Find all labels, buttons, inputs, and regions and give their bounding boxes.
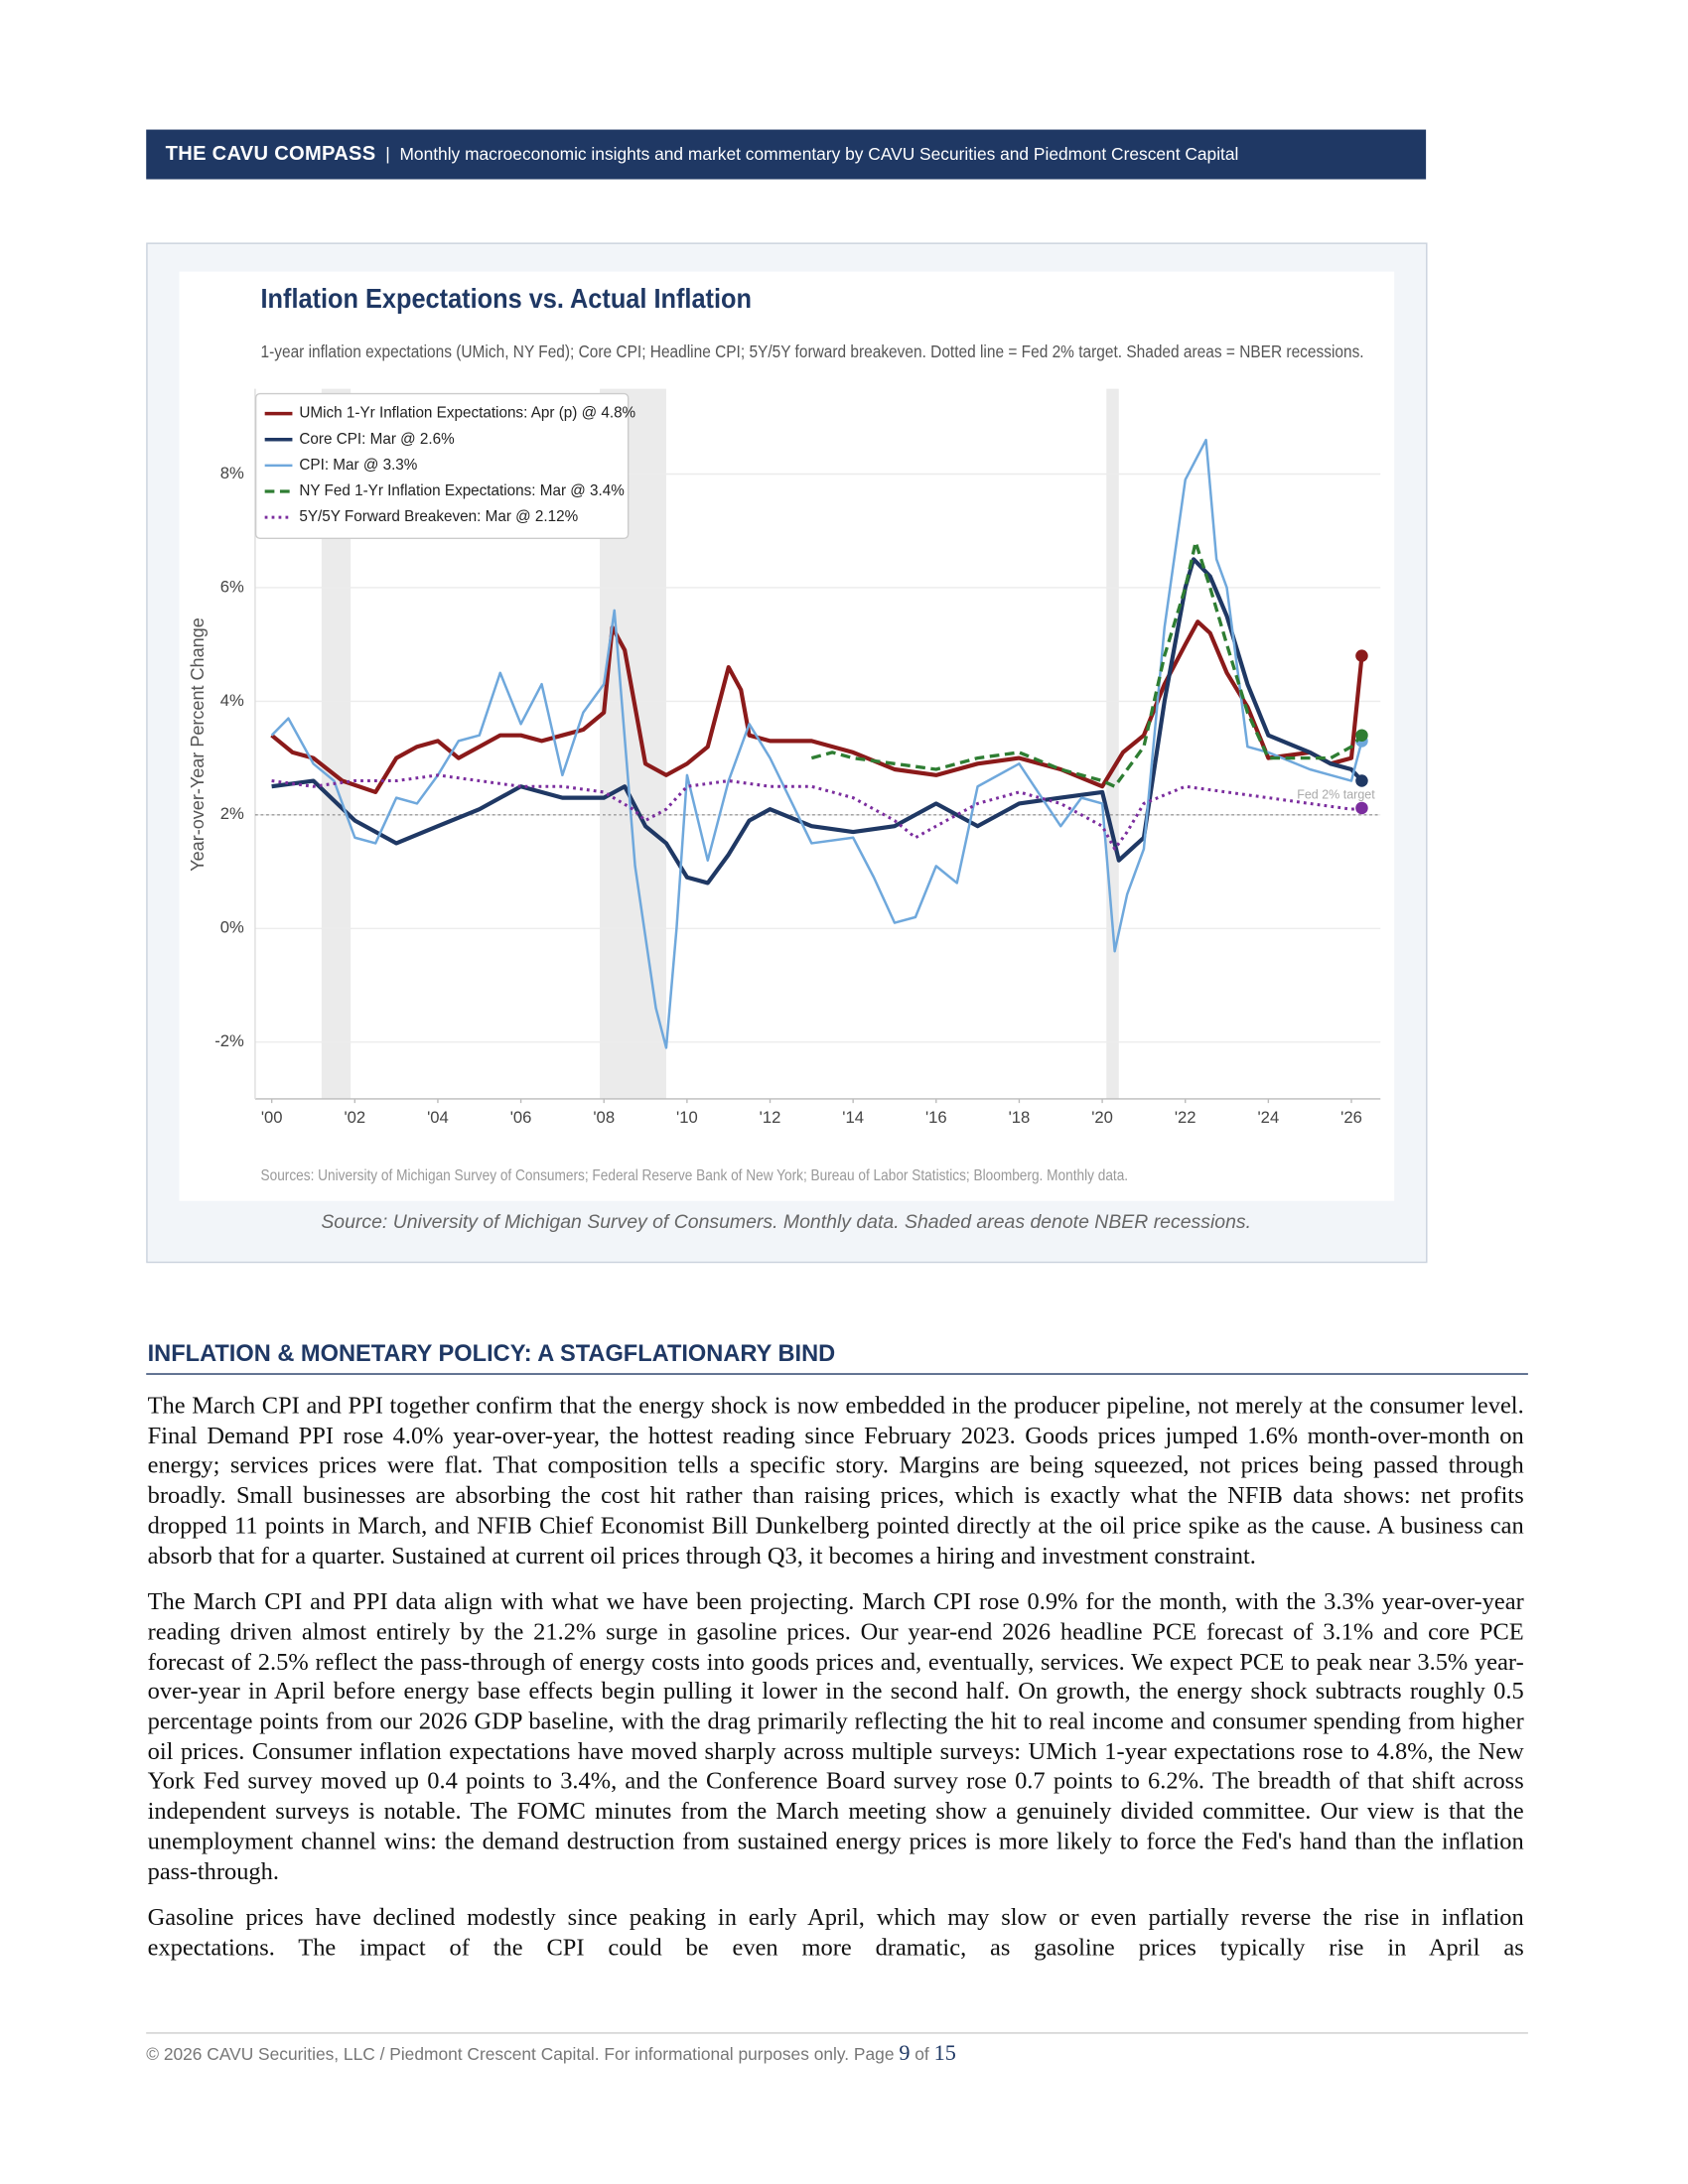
- paragraph: The March CPI and PPI together confirm t…: [147, 1391, 1524, 1569]
- x-tick-label: '00: [261, 1108, 283, 1127]
- y-tick-label: -2%: [214, 1031, 244, 1050]
- header-title: THE CAVU COMPASS: [165, 143, 376, 166]
- series-line: [270, 438, 1363, 1049]
- section-heading: INFLATION & MONETARY POLICY: A STAGFLATI…: [146, 1340, 1528, 1375]
- legend-label: 5Y/5Y Forward Breakeven: Mar @ 2.12%: [299, 508, 578, 525]
- x-tick-label: '14: [842, 1108, 864, 1127]
- series-line: [810, 540, 1363, 788]
- header-separator: |: [385, 144, 390, 165]
- x-tick-label: '04: [427, 1108, 449, 1127]
- x-tick-label: '06: [510, 1108, 532, 1127]
- end-point: [1355, 801, 1368, 815]
- target-label: Fed 2% target: [1297, 788, 1375, 802]
- footer-of: of: [914, 2044, 929, 2065]
- y-tick-label: 6%: [220, 577, 244, 596]
- paragraph: The March CPI and PPI data align with wh…: [147, 1586, 1524, 1884]
- y-tick-label: 4%: [220, 691, 244, 710]
- footer-text: © 2026 CAVU Securities, LLC / Piedmont C…: [146, 2044, 895, 2065]
- x-tick-label: '18: [1009, 1108, 1031, 1127]
- y-tick-label: 8%: [220, 464, 244, 482]
- x-tick-label: '16: [925, 1108, 947, 1127]
- legend: UMich 1-Yr Inflation Expectations: Apr (…: [254, 392, 636, 540]
- section: INFLATION & MONETARY POLICY: A STAGFLATI…: [146, 1340, 1528, 1375]
- x-tick-label: '20: [1091, 1108, 1113, 1127]
- series-line: [271, 773, 1362, 851]
- footer: © 2026 CAVU Securities, LLC / Piedmont C…: [146, 2032, 1528, 2067]
- x-tick-label: '12: [760, 1108, 781, 1127]
- x-tick-label: '10: [676, 1108, 698, 1127]
- legend-label: NY Fed 1-Yr Inflation Expectations: Mar …: [299, 482, 625, 499]
- legend-label: UMich 1-Yr Inflation Expectations: Apr (…: [299, 405, 635, 422]
- chart: Inflation Expectations vs. Actual Inflat…: [146, 242, 1428, 1264]
- y-tick-label: 2%: [220, 804, 244, 823]
- x-tick-label: '02: [344, 1108, 365, 1127]
- chart-sources: Sources: University of Michigan Survey o…: [261, 1167, 1129, 1184]
- page-number: 9: [899, 2041, 911, 2066]
- legend-box: [254, 392, 630, 540]
- section-body: The March CPI and PPI together confirm t…: [148, 1391, 1524, 2014]
- end-point: [1355, 649, 1368, 662]
- end-point: [1355, 774, 1368, 787]
- series-line: [271, 557, 1364, 886]
- x-tick-label: '08: [593, 1108, 615, 1127]
- page-total: 15: [933, 2041, 956, 2066]
- recession-shade: [1106, 388, 1119, 1099]
- header-subtitle: Monthly macroeconomic insights and marke…: [399, 144, 1239, 165]
- y-tick-label: 0%: [220, 918, 244, 937]
- header-bar: THE CAVU COMPASS | Monthly macroeconomic…: [146, 129, 1427, 180]
- x-tick-label: '22: [1175, 1108, 1196, 1127]
- chart-caption: Source: University of Michigan Survey of…: [321, 1211, 1251, 1233]
- chart-title: Inflation Expectations vs. Actual Inflat…: [261, 283, 752, 314]
- paragraph: Gasoline prices have declined modestly s…: [147, 1903, 1524, 1961]
- x-tick-label: '26: [1340, 1108, 1362, 1127]
- legend-label: CPI: Mar @ 3.3%: [299, 457, 417, 474]
- x-tick-label: '24: [1258, 1108, 1280, 1127]
- chart-subtitle: 1-year inflation expectations (UMich, NY…: [261, 341, 1364, 361]
- legend-label: Core CPI: Mar @ 2.6%: [299, 431, 455, 448]
- end-point: [1355, 729, 1368, 742]
- y-axis-label: Year-over-Year Percent Change: [188, 617, 208, 872]
